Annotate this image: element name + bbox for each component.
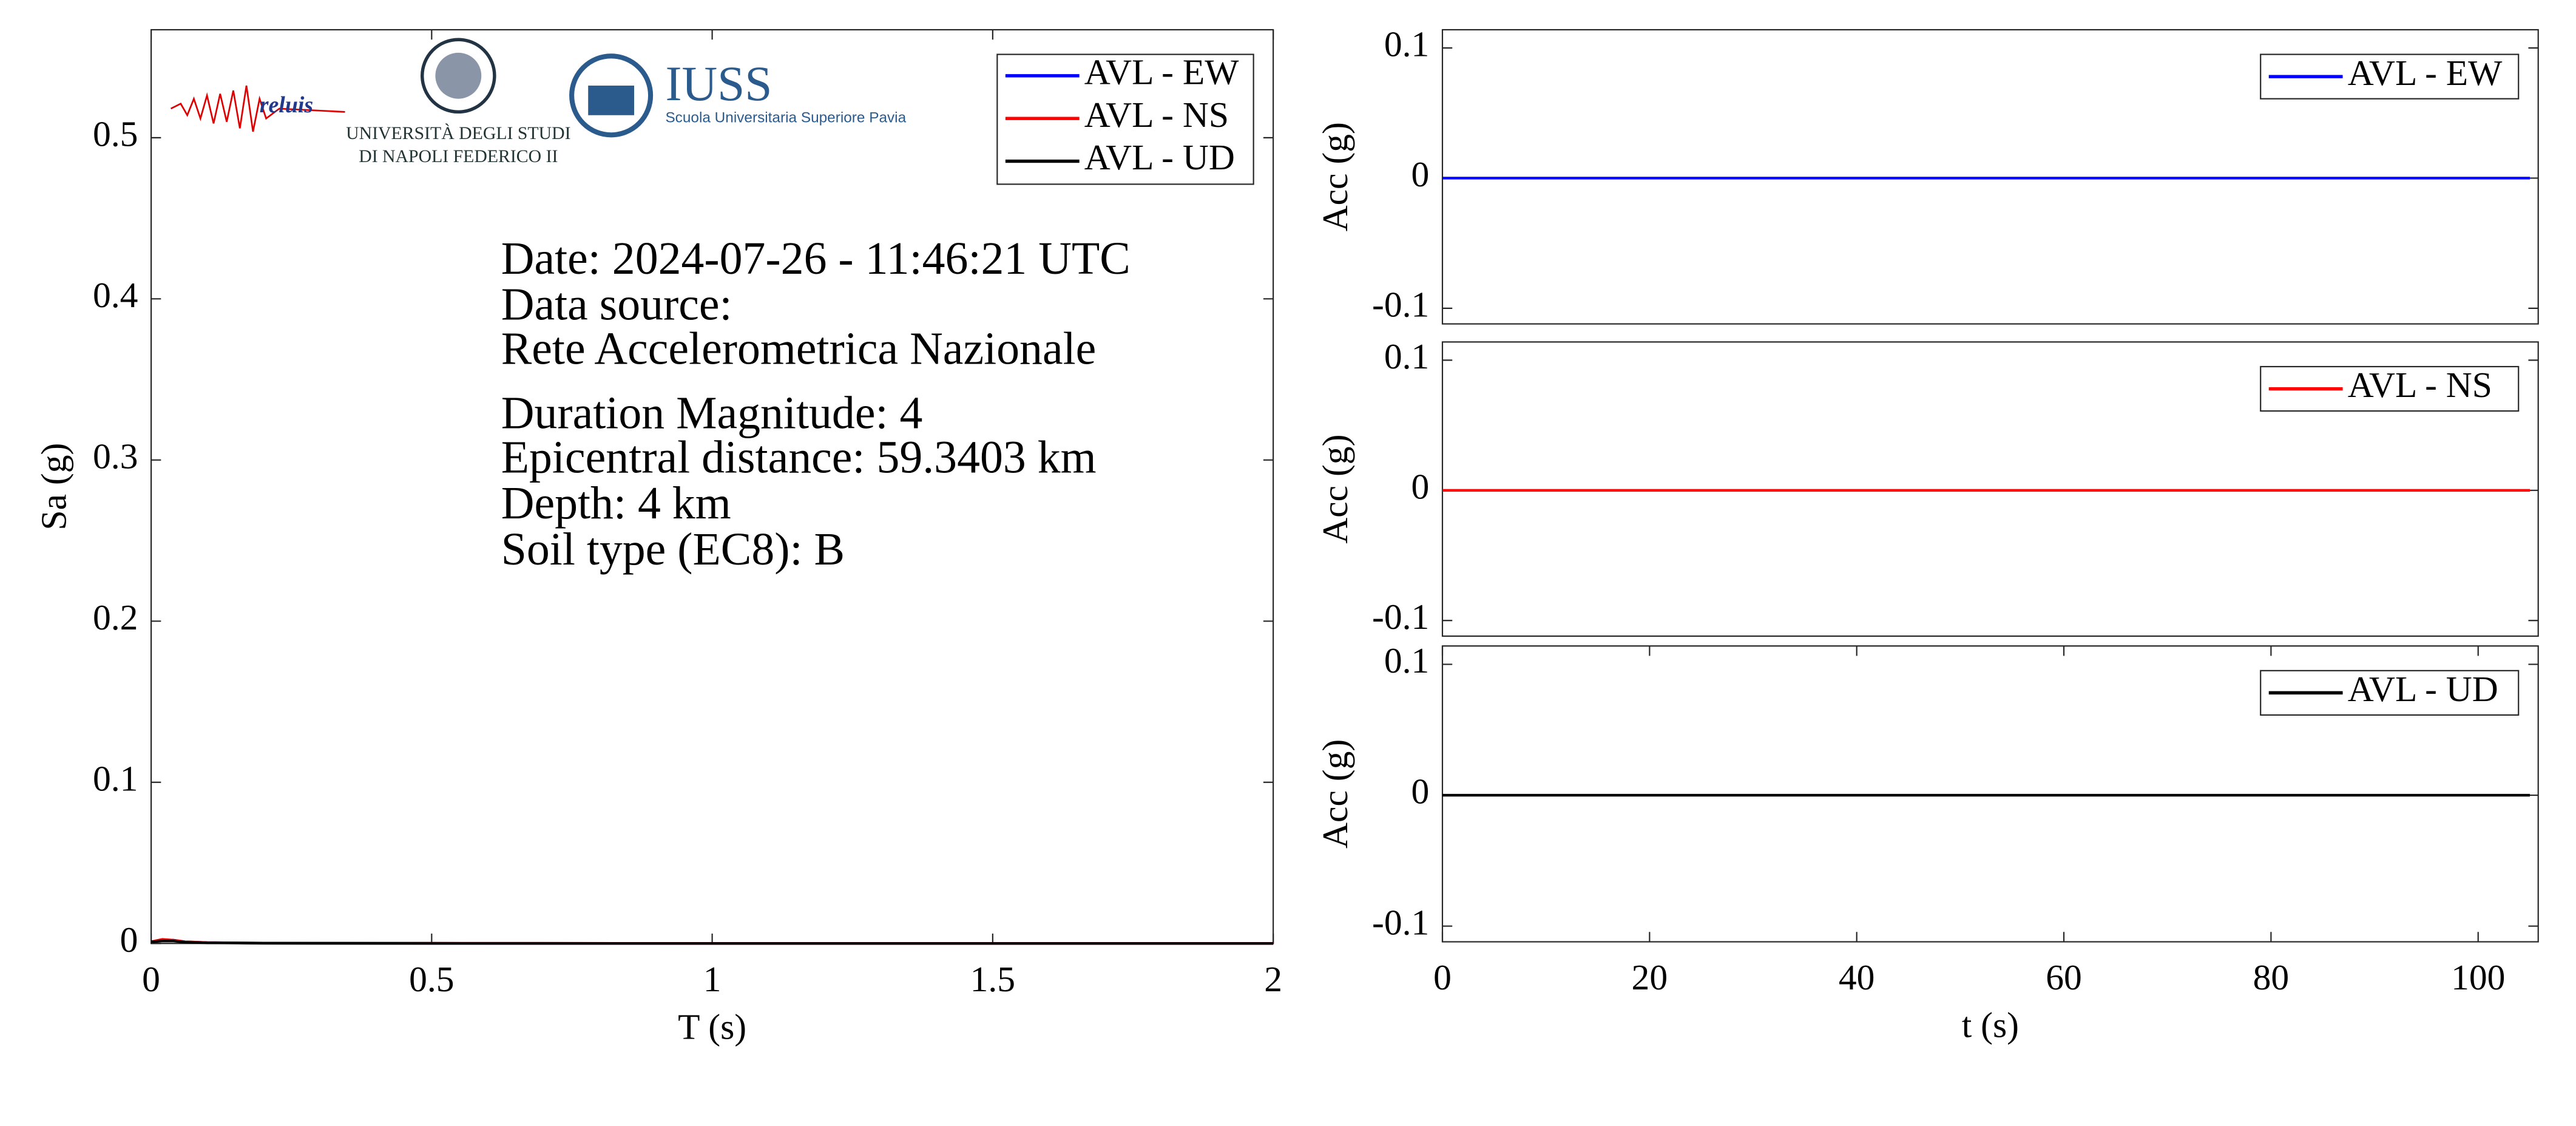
annotation: Date: 2024-07-26 - 11:46:21 UTC bbox=[501, 233, 1131, 284]
logo-text: DI NAPOLI FEDERICO II bbox=[359, 146, 558, 166]
x-axis-label: t (s) bbox=[1962, 1005, 2019, 1045]
reluis-wave bbox=[170, 85, 345, 132]
x-tick-label: 40 bbox=[1839, 957, 1875, 997]
y-tick-label: -0.1 bbox=[1372, 597, 1429, 637]
logos: reluis UNIVERSITÀ DEGLI STUDI DI NAPOLI … bbox=[170, 38, 907, 166]
legend-label: AVL - EW bbox=[1084, 52, 1239, 92]
x-tick-label: 0.5 bbox=[409, 959, 454, 999]
y-tick-label: 0.4 bbox=[93, 275, 138, 315]
x-tick-label: 20 bbox=[1632, 957, 1668, 997]
y-tick-label: -0.1 bbox=[1372, 902, 1429, 942]
y-tick-label: 0.5 bbox=[93, 114, 138, 154]
legend-label: AVL - UD bbox=[2348, 669, 2498, 709]
iuss-seal bbox=[569, 53, 654, 138]
y-axis-label: Acc (g) bbox=[1315, 435, 1355, 544]
annotation: Duration Magnitude: 4 bbox=[501, 387, 923, 438]
y-tick-label: 0 bbox=[1411, 772, 1430, 812]
y-axis-label: Acc (g) bbox=[1315, 122, 1355, 231]
y-tick-label: 0.3 bbox=[93, 436, 138, 476]
x-tick-label: 0 bbox=[142, 959, 160, 999]
annotation: Epicentral distance: 59.3403 km bbox=[501, 432, 1097, 483]
y-tick-label: 0 bbox=[120, 920, 138, 960]
legend-label: AVL - EW bbox=[2348, 53, 2503, 93]
y-tick-label: 0.2 bbox=[93, 597, 138, 637]
x-tick-label: 0 bbox=[1433, 957, 1452, 997]
unina-seal bbox=[421, 38, 496, 114]
y-tick-label: 0.1 bbox=[1384, 336, 1429, 376]
x-tick-label: 60 bbox=[2046, 957, 2082, 997]
y-axis-label: Acc (g) bbox=[1315, 739, 1355, 849]
y-axis-label: Sa (g) bbox=[33, 443, 73, 531]
iuss-building bbox=[588, 86, 635, 115]
legend-label: AVL - NS bbox=[1084, 95, 1229, 135]
annotation: Data source: bbox=[501, 279, 732, 330]
x-tick-label: 80 bbox=[2253, 957, 2290, 997]
annotation: Depth: 4 km bbox=[501, 478, 731, 529]
annotation: Soil type (EC8): B bbox=[501, 524, 845, 575]
logo-text: reluis bbox=[260, 92, 313, 118]
legend-label: AVL - UD bbox=[1084, 137, 1235, 177]
series-line bbox=[150, 940, 1274, 945]
x-tick-label: 100 bbox=[2451, 957, 2505, 997]
x-tick-label: 1 bbox=[703, 959, 722, 999]
y-tick-label: 0.1 bbox=[1384, 24, 1429, 64]
x-axis-label: T (s) bbox=[678, 1006, 746, 1046]
y-tick-label: 0 bbox=[1411, 154, 1430, 194]
legend-label: AVL - NS bbox=[2348, 365, 2492, 405]
y-tick-label: 0 bbox=[1411, 466, 1430, 506]
x-tick-label: 2 bbox=[1264, 959, 1282, 999]
y-tick-label: 0.1 bbox=[1384, 640, 1429, 680]
x-tick-label: 1.5 bbox=[970, 959, 1015, 999]
logo-text: UNIVERSITÀ DEGLI STUDI bbox=[346, 123, 570, 143]
y-tick-label: 0.1 bbox=[93, 758, 138, 798]
logo-text: Scuola Universitaria Superiore Pavia bbox=[665, 110, 906, 126]
y-tick-label: -0.1 bbox=[1372, 285, 1429, 325]
unina-seal-inner bbox=[435, 52, 482, 99]
logo-text: IUSS bbox=[665, 56, 772, 111]
annotation: Rete Accelerometrica Nazionale bbox=[501, 324, 1097, 375]
